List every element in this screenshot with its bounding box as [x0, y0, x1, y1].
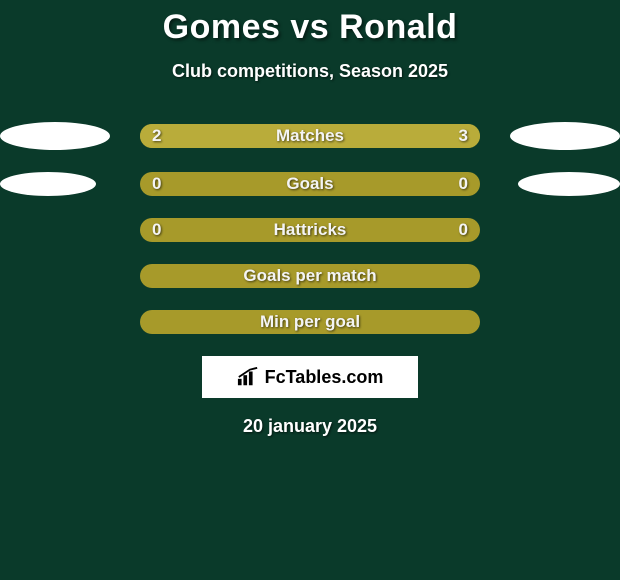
stat-label: Goals	[140, 172, 480, 196]
stat-row: 2 Matches 3	[0, 122, 620, 150]
stat-row: 0 Goals 0	[0, 172, 620, 196]
stat-label: Min per goal	[140, 310, 480, 334]
stat-value-right: 0	[459, 218, 468, 242]
page-subtitle: Club competitions, Season 2025	[0, 61, 620, 82]
stat-label: Goals per match	[140, 264, 480, 288]
brand-badge: FcTables.com	[202, 356, 418, 398]
stat-bar: 0 Hattricks 0	[140, 218, 480, 242]
brand-text: FcTables.com	[265, 367, 384, 388]
player-right-marker	[518, 172, 620, 196]
stats-rows: 2 Matches 3 0 Goals 0 0 Hattricks 0	[0, 122, 620, 334]
stat-bar: Goals per match	[140, 264, 480, 288]
player-left-marker	[0, 122, 110, 150]
stat-value-right: 3	[459, 124, 468, 148]
stat-row: 0 Hattricks 0	[0, 218, 620, 242]
stat-row: Min per goal	[0, 310, 620, 334]
stat-label: Hattricks	[140, 218, 480, 242]
stat-bar: Min per goal	[140, 310, 480, 334]
brand-chart-icon	[237, 367, 259, 387]
player-right-marker	[510, 122, 620, 150]
stat-value-right: 0	[459, 172, 468, 196]
stat-label: Matches	[140, 124, 480, 148]
page-title: Gomes vs Ronald	[0, 0, 620, 47]
stat-bar: 0 Goals 0	[140, 172, 480, 196]
stat-row: Goals per match	[0, 264, 620, 288]
footer-date: 20 january 2025	[0, 416, 620, 437]
stat-bar: 2 Matches 3	[140, 124, 480, 148]
player-left-marker	[0, 172, 96, 196]
